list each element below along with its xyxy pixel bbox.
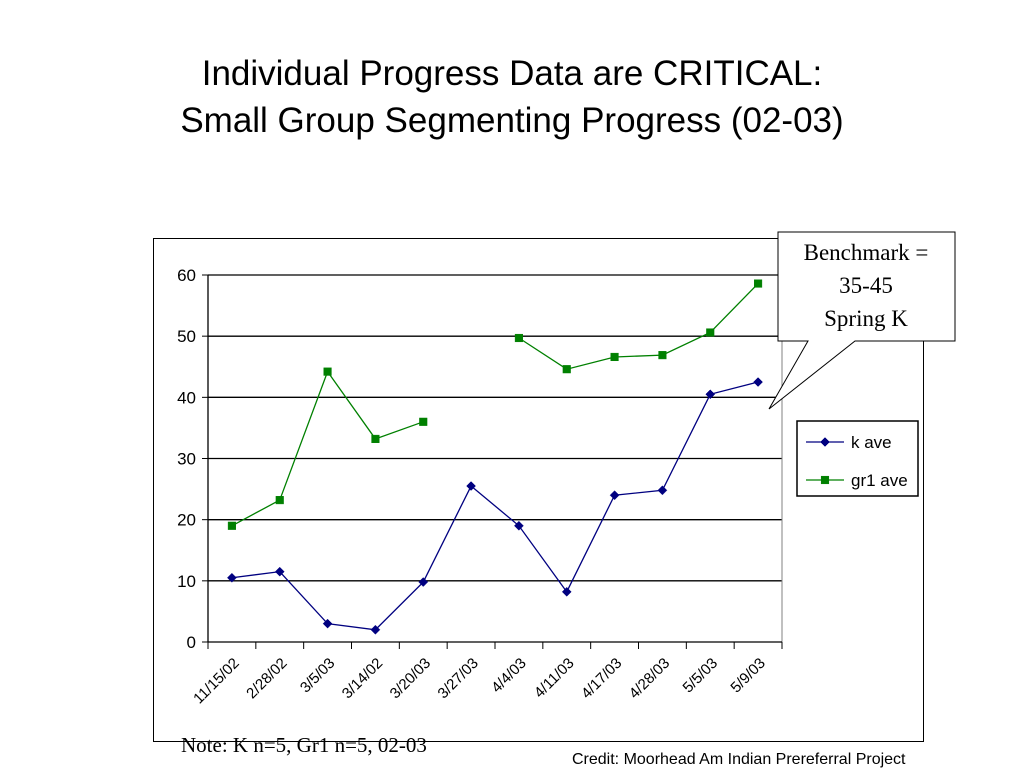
x-tick-label: 4/4/03 (488, 655, 530, 697)
title-line-2: Small Group Segmenting Progress (02-03) (180, 101, 844, 140)
data-point-gr1-ave (323, 367, 332, 376)
credit-line: Credit: Moorhead Am Indian Prereferral P… (572, 751, 906, 768)
data-point-gr1-ave (371, 434, 380, 443)
callout-line-2: 35-45 (839, 273, 893, 298)
legend-label-gr1-ave: gr1 ave (851, 471, 908, 490)
x-tick-label: 4/28/03 (626, 655, 673, 702)
y-tick-label: 40 (177, 388, 196, 407)
data-point-k-ave (322, 618, 333, 629)
x-tick-label: 11/15/02 (190, 655, 243, 708)
series-line-gr1-ave (231, 370, 424, 527)
callout-bubble (768, 231, 956, 410)
callout-line-1: Benchmark = (803, 240, 929, 265)
x-tick-label: 3/27/03 (435, 655, 482, 702)
y-tick-label: 50 (177, 327, 196, 346)
data-point-k-ave (561, 586, 572, 597)
data-point-k-ave (418, 577, 429, 587)
x-tick-label: 4/11/03 (531, 655, 578, 702)
x-tick-label: 2/28/02 (243, 655, 290, 702)
x-tick-label: 5/9/03 (727, 655, 769, 697)
legend-marker-gr1-ave (820, 475, 830, 485)
callout-line-3: Spring K (824, 306, 908, 331)
data-point-k-ave (705, 389, 716, 400)
series (227, 279, 763, 635)
legend-box (796, 420, 919, 497)
data-point-gr1-ave (706, 328, 715, 337)
series-k-ave (227, 377, 763, 635)
data-point-gr1-ave (227, 521, 236, 530)
data-point-gr1-ave (562, 365, 571, 374)
axes: 0 10 20 30 40 50 60 11/15/02 2/28/02 3/5/03 3/14/0… (177, 266, 783, 708)
series-line-k-ave (231, 381, 759, 631)
data-point-gr1-ave (419, 417, 428, 426)
legend-label-k-ave: k ave (851, 433, 892, 452)
data-point-k-ave (227, 572, 237, 583)
series-line-gr1-ave (518, 283, 759, 370)
x-tick-label: 4/17/03 (578, 655, 625, 702)
data-point-k-ave (274, 566, 285, 577)
data-point-k-ave (466, 481, 476, 491)
data-point-k-ave (753, 377, 763, 387)
x-tick-label: 5/5/03 (680, 655, 722, 697)
legend-marker-k-ave (820, 437, 830, 447)
data-point-gr1-ave (658, 351, 667, 360)
data-point-k-ave (657, 485, 668, 496)
series-gr1-ave (227, 279, 763, 530)
x-tick-label: 3/14/02 (339, 655, 386, 702)
legend: k ave gr1 ave (796, 420, 919, 497)
y-tick-label: 10 (177, 572, 196, 591)
sample-size-note: Note: K n=5, Gr1 n=5, 02-03 (181, 733, 427, 757)
y-tick-label: 0 (187, 633, 196, 652)
slide-title: Individual Progress Data are CRITICAL: S… (0, 50, 1024, 144)
benchmark-callout-text: Benchmark = 35-45 Spring K (777, 236, 955, 335)
data-point-k-ave (370, 624, 381, 635)
y-tick-label: 20 (177, 511, 196, 530)
y-tick-label: 60 (177, 266, 196, 285)
x-tick-label: 3/20/03 (387, 655, 434, 702)
benchmark-callout (768, 231, 956, 410)
data-point-gr1-ave (754, 279, 763, 288)
data-point-k-ave (609, 490, 620, 501)
data-point-k-ave (514, 520, 524, 531)
data-point-gr1-ave (610, 352, 619, 362)
data-point-gr1-ave (514, 333, 523, 343)
title-line-1: Individual Progress Data are CRITICAL: (201, 54, 823, 93)
data-point-gr1-ave (275, 496, 284, 505)
x-tick-label: 3/5/03 (297, 655, 339, 697)
y-tick-label: 30 (177, 450, 196, 469)
